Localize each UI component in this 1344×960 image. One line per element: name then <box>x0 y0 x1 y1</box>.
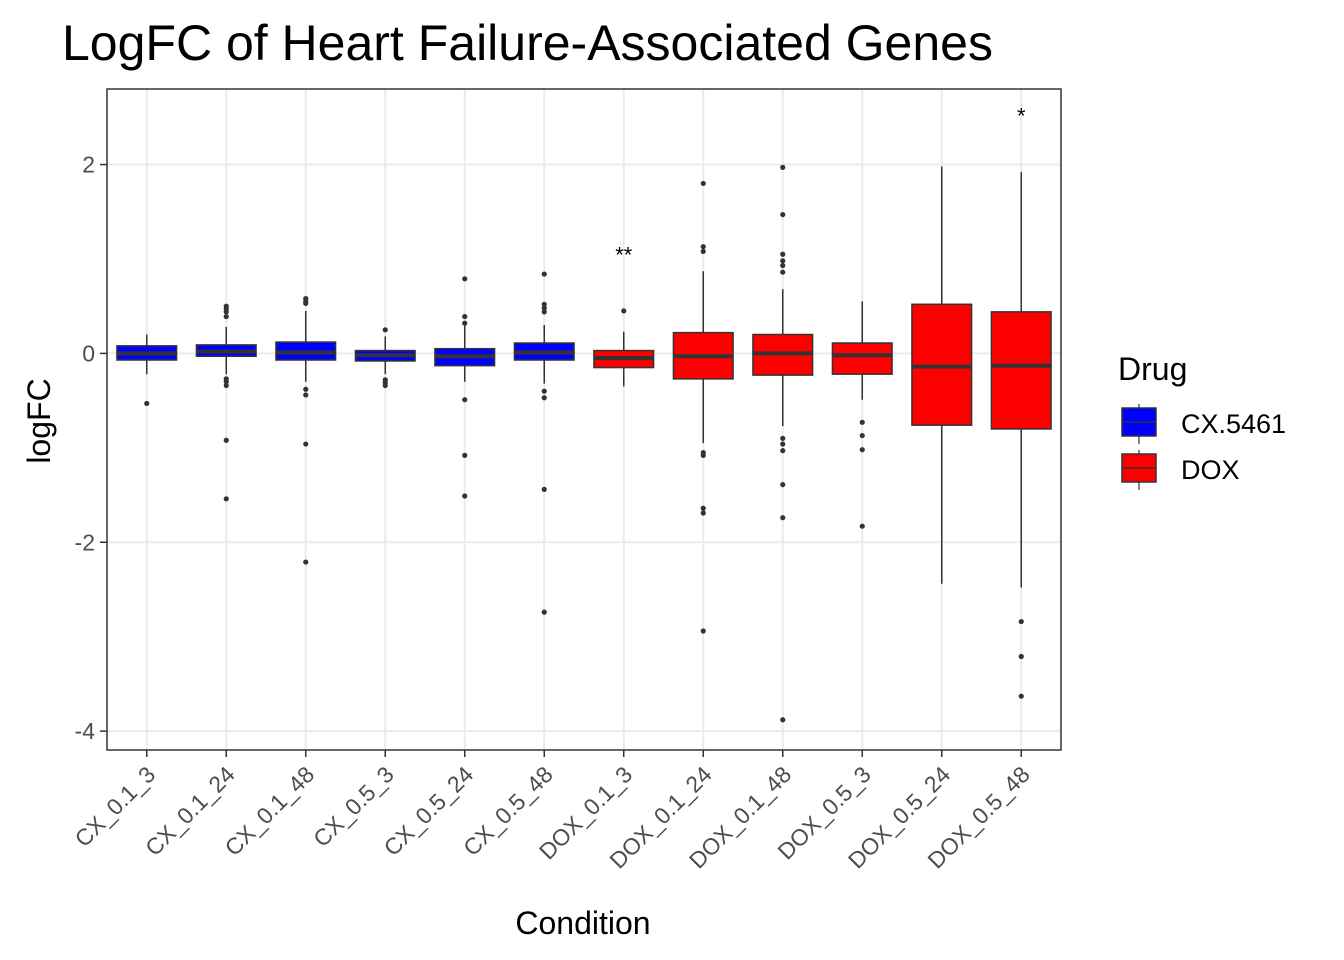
outlier-point <box>700 248 706 255</box>
outlier-point <box>780 269 786 275</box>
outlier-point <box>462 313 468 320</box>
outlier-point <box>700 628 706 634</box>
legend-label: DOX <box>1181 455 1240 485</box>
y-tick-label: 2 <box>82 152 95 178</box>
outlier-point <box>780 448 786 454</box>
y-axis-title: logFC <box>21 378 57 463</box>
outlier-point <box>541 301 547 307</box>
outlier-point <box>541 395 547 401</box>
box <box>990 311 1052 430</box>
outlier-point <box>303 300 309 306</box>
outlier-point <box>1018 653 1024 660</box>
legend: Drug CX.5461 DOX <box>1118 351 1286 490</box>
outlier-point <box>462 452 468 458</box>
outlier-point <box>780 251 786 257</box>
outlier-point <box>303 392 309 398</box>
x-axis-title: Condition <box>515 905 650 941</box>
outlier-point <box>303 386 309 392</box>
outlier-point <box>780 435 786 441</box>
outlier-point <box>780 164 786 170</box>
outlier-point <box>541 309 547 315</box>
outlier-point <box>780 211 786 218</box>
outlier-point <box>462 320 468 326</box>
outlier-point <box>541 305 547 311</box>
box-group-CX_0.1_3 <box>116 334 178 407</box>
chart-title: LogFC of Heart Failure-Associated Genes <box>62 15 993 71</box>
outlier-point <box>382 382 388 389</box>
outlier-point <box>859 419 865 425</box>
outlier-point <box>1018 693 1024 699</box>
outlier-point <box>1018 618 1024 625</box>
box-group-DOX_0.1_48 <box>752 164 814 723</box>
legend-item-CX.5461: CX.5461 <box>1121 404 1286 444</box>
outlier-point <box>700 180 706 187</box>
outlier-point <box>700 244 706 250</box>
outlier-point <box>780 717 786 723</box>
box-group-DOX_0.1_3 <box>593 308 655 387</box>
y-tick-label: 0 <box>82 340 95 366</box>
significance-label: ** <box>615 242 633 267</box>
box-group-CX_0.5_3 <box>354 327 416 389</box>
outlier-point <box>223 437 229 443</box>
outlier-point <box>859 447 865 453</box>
outlier-point <box>541 271 547 277</box>
outlier-point <box>223 496 229 502</box>
box-group-CX_0.1_24 <box>195 303 257 502</box>
y-tick-label: -2 <box>75 529 95 555</box>
outlier-point <box>780 441 786 447</box>
significance-label: * <box>1017 103 1026 128</box>
box-group-DOX_0.1_24 <box>672 180 734 634</box>
legend-label: CX.5461 <box>1181 409 1286 439</box>
outlier-point <box>621 308 627 314</box>
outlier-point <box>303 559 309 565</box>
legend-title: Drug <box>1118 351 1187 387</box>
outlier-point <box>541 486 547 492</box>
legend-items: CX.5461 DOX <box>1121 404 1286 490</box>
outlier-point <box>223 382 229 389</box>
outlier-point <box>462 493 468 499</box>
outlier-point <box>462 276 468 282</box>
outlier-point <box>223 309 229 315</box>
box-group-DOX_0.5_48 <box>990 172 1052 699</box>
box-group-DOX_0.5_3 <box>831 301 893 529</box>
legend-item-DOX: DOX <box>1121 450 1240 490</box>
outlier-point <box>541 609 547 615</box>
panel-border <box>106 88 1062 751</box>
outlier-point <box>700 510 706 516</box>
outlier-point <box>223 313 229 320</box>
box-group-CX_0.5_24 <box>434 276 496 499</box>
outlier-point <box>144 400 150 407</box>
box-group-CX_0.1_48 <box>275 296 337 565</box>
outlier-point <box>700 505 706 511</box>
outlier-point <box>700 452 706 458</box>
plot-area: ***20-2-4CX_0.1_3CX_0.1_24CX_0.1_48CX_0.… <box>70 88 1062 874</box>
outlier-point <box>303 441 309 447</box>
outlier-point <box>382 327 388 333</box>
outlier-point <box>223 379 229 385</box>
outlier-point <box>780 515 786 521</box>
box-group-DOX_0.5_24 <box>911 166 973 584</box>
box-group-CX_0.5_48 <box>513 271 575 615</box>
outlier-point <box>780 482 786 488</box>
outlier-point <box>859 432 865 439</box>
outlier-point <box>541 388 547 394</box>
box <box>831 342 893 375</box>
outlier-point <box>780 258 786 264</box>
outlier-point <box>780 262 786 269</box>
outlier-point <box>462 397 468 403</box>
outlier-point <box>859 523 865 529</box>
y-tick-label: -4 <box>75 718 96 744</box>
